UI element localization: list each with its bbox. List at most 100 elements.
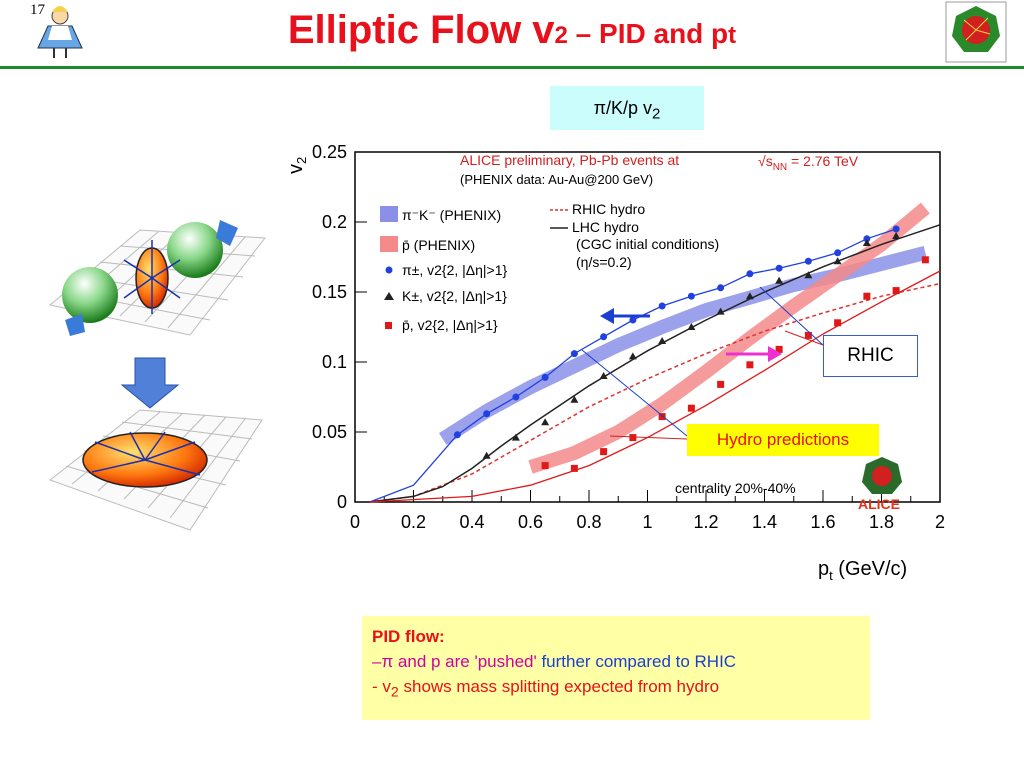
title-sub2: t [728, 22, 737, 49]
x-tick-label: 1.6 [810, 512, 835, 532]
legend-proton: p̄, v2{2, |Δη|>1} [402, 317, 498, 333]
down-arrow-icon [120, 357, 180, 409]
info-heading: PID flow: [372, 627, 445, 646]
y-tick-label: 0.05 [312, 422, 347, 442]
legend-lhc-hydro: LHC hydro [572, 219, 639, 235]
hydro-lines [369, 224, 941, 503]
proton-point [629, 434, 637, 442]
alice-chart-logo-icon: ALICE [858, 457, 902, 512]
kaon-point [804, 271, 813, 279]
legend-rhic-hydro: RHIC hydro [572, 201, 645, 217]
kaon-point [833, 257, 842, 265]
pion-point [687, 292, 695, 300]
nucleus-left [62, 267, 118, 323]
kaon-point [482, 451, 491, 459]
x-tick-label: 0 [350, 512, 360, 532]
proton-point [717, 380, 725, 388]
pion-point [717, 284, 725, 292]
x-tick-label: 0.2 [401, 512, 426, 532]
kaon-point [570, 395, 579, 403]
kaon-point [775, 276, 784, 284]
y-tick-label: 0.1 [322, 352, 347, 372]
title-sub: 2 [554, 22, 568, 49]
pion-point [453, 431, 461, 439]
legend-pbar-phenix: p̄ (PHENIX) [402, 237, 475, 253]
title-rest: – PID and p [567, 18, 729, 49]
proton-point [921, 256, 929, 264]
chart-header-line1: ALICE preliminary, Pb-Pb events at [460, 152, 679, 168]
legend-pi-k-phenix: π⁻K⁻ (PHENIX) [402, 207, 501, 223]
proton-point [863, 292, 871, 300]
kaon-point [628, 352, 637, 360]
pion-point [570, 350, 578, 358]
data-markers [453, 225, 929, 472]
chart-header-line2: (PHENIX data: Au-Au@200 GeV) [460, 172, 653, 187]
x-tick-label: 0.8 [576, 512, 601, 532]
proton-point [892, 287, 900, 295]
alice-logo-icon [945, 1, 1007, 63]
axes-ticks: 0 0.2 0.4 0.6 0.8 1 1.2 1.4 1.6 1.8 2 0 0.05 0.1 0.15 0… [312, 142, 945, 532]
proton-point [804, 331, 812, 339]
proton-hydro-curve [369, 270, 941, 503]
x-tick-label: 1.4 [752, 512, 777, 532]
pid-label-sub: 2 [652, 105, 661, 123]
nucleus-right [167, 222, 223, 278]
slide-number: 17 [30, 2, 45, 18]
right-arrow-icon [768, 346, 782, 362]
pion-point [804, 257, 812, 265]
annotation-arrows [581, 286, 824, 440]
kaon-point [862, 239, 871, 246]
legend-eta-s: (η/s=0.2) [576, 254, 632, 270]
svg-text:ALICE: ALICE [858, 496, 900, 512]
proton-point [775, 345, 783, 353]
pion-point [658, 302, 666, 310]
x-tick-label: 0.4 [459, 512, 484, 532]
title-rule [0, 66, 1024, 69]
x-axis-label: pt (GeV/c) [818, 558, 907, 583]
pion-point [834, 249, 842, 257]
centrality-label: centrality 20%-40% [675, 480, 796, 496]
kaon-point [599, 372, 608, 379]
pion-point [483, 410, 491, 418]
pion-point [600, 333, 608, 341]
kaon-point [745, 292, 754, 300]
kaon-point [658, 337, 667, 344]
pion-point [629, 316, 637, 324]
kaon-point [687, 323, 696, 330]
rhic-callout: RHIC [823, 335, 918, 377]
pion-point [541, 373, 549, 381]
hydro-curve [369, 224, 941, 503]
proton-point [658, 413, 666, 421]
y-tick-label: 0 [337, 492, 347, 512]
proton-point [834, 319, 842, 327]
x-tick-label: 1.2 [693, 512, 718, 532]
proton-point [746, 361, 754, 369]
kaon-point [511, 433, 520, 441]
legend-kaon: K±, v2{2, |Δη|>1} [402, 288, 507, 304]
hydro-predictions-callout: Hydro predictions [687, 424, 879, 456]
pid-flow-box: PID flow: –π and p are 'pushed' further … [362, 616, 870, 720]
kaon-point [716, 307, 725, 315]
pion-point [863, 235, 871, 243]
y-tick-label: 0.25 [312, 142, 347, 162]
pion-point [892, 225, 900, 233]
kaon-point [892, 232, 901, 239]
proton-point [600, 448, 608, 456]
kaon-point [541, 418, 550, 426]
page-title: Elliptic Flow v2 – PID and pt [0, 8, 1024, 53]
pion-point [746, 270, 754, 278]
legend-left: π⁻K⁻ (PHENIX) p̄ (PHENIX) π±, v2{2, |Δη|… [380, 206, 508, 333]
proton-point [570, 464, 578, 472]
info-line1: –π and p are 'pushed' further compared t… [372, 652, 737, 671]
alice-cartoon-icon [37, 6, 83, 58]
y-axis-label: v2 [285, 157, 309, 174]
x-tick-label: 0.6 [518, 512, 543, 532]
y-tick-label: 0.15 [312, 282, 347, 302]
pion-point [775, 264, 783, 272]
pid-v2-label: π/K/p v2 [550, 86, 704, 130]
hydro-curve [369, 282, 941, 503]
proton-point [687, 404, 695, 412]
info-line2: - v2 shows mass splitting expected from … [372, 677, 720, 701]
legend-cgc: (CGC initial conditions) [576, 236, 719, 252]
collision-illustration [48, 220, 266, 531]
